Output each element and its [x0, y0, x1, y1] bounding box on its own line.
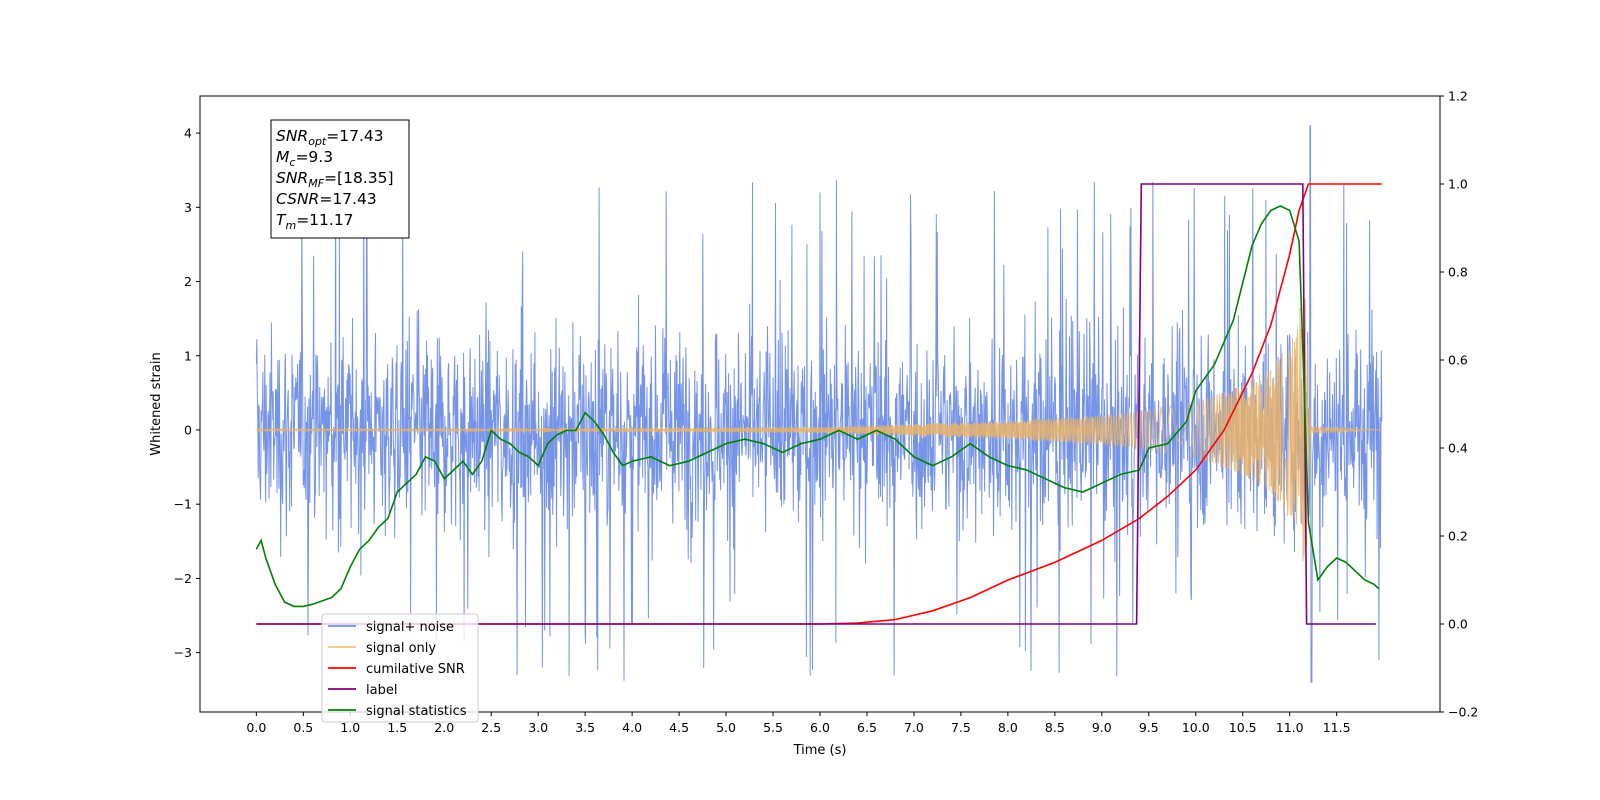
x-tick-label: 4.5 — [669, 720, 689, 735]
y2-tick-label: 0.0 — [1448, 617, 1468, 632]
series-2-line — [256, 183, 1382, 625]
x-tick-label: 4.0 — [622, 720, 642, 735]
annotation-box: SNRopt=17.43Mc=9.3SNRMF=[18.35]CSNR=17.4… — [270, 119, 410, 239]
x-tick-label: 5.0 — [716, 720, 736, 735]
annotation-line: SNRopt=17.43 — [276, 127, 384, 148]
legend-label: cumilative SNR — [366, 662, 465, 677]
legend-label: signal+ noise — [366, 620, 454, 635]
x-tick-label: 10.0 — [1182, 720, 1210, 735]
x-tick-label: 5.5 — [763, 720, 783, 735]
legend-label: label — [366, 683, 397, 698]
x-tick-label: 0.0 — [246, 720, 266, 735]
y2-tick-label: 0.6 — [1448, 353, 1468, 368]
x-tick-label: 8.0 — [998, 720, 1018, 735]
y-axis-label: Whitened strain — [149, 352, 164, 455]
series-0-line — [255, 125, 1383, 683]
y2-tick-label: 1.0 — [1448, 177, 1468, 192]
x-tick-label: 10.5 — [1229, 720, 1257, 735]
x-tick-label: 6.5 — [857, 720, 877, 735]
annotation-frame — [270, 119, 410, 239]
y2-tick-label: 0.2 — [1448, 529, 1468, 544]
legend-frame — [321, 613, 479, 723]
y2-tick-label: 1.2 — [1448, 89, 1468, 104]
legend: signal+ noise signal only cumilative SNR la… — [321, 613, 479, 723]
annotation-line: Tm=11.17 — [276, 211, 354, 232]
y-tick-label: 4 — [184, 126, 192, 141]
series-1-line — [256, 298, 1382, 562]
x-axis-label: Time (s) — [793, 743, 847, 758]
x-tick-label: 3.5 — [575, 720, 595, 735]
annotation-line: CSNR=17.43 — [276, 190, 377, 208]
y2-tick-label: −0.2 — [1448, 705, 1478, 720]
y-tick-label: 2 — [184, 274, 192, 289]
x-tick-label: 0.5 — [293, 720, 313, 735]
legend-label: signal statistics — [366, 704, 467, 719]
x-tick-label: 2.0 — [434, 720, 454, 735]
x-tick-label: 7.5 — [951, 720, 971, 735]
x-tick-label: 8.5 — [1045, 720, 1065, 735]
y2-tick-label: 0.8 — [1448, 265, 1468, 280]
y-tick-label: −1 — [174, 497, 192, 512]
x-tick-label: 7.0 — [904, 720, 924, 735]
x-tick-label: 9.5 — [1139, 720, 1159, 735]
x-tick-label: 1.0 — [340, 720, 360, 735]
series-layer — [255, 125, 1383, 683]
legend-label: signal only — [366, 641, 436, 656]
x-tick-label: 9.0 — [1092, 720, 1112, 735]
y-tick-label: 0 — [184, 422, 192, 437]
y2-tick-label: 0.4 — [1448, 441, 1468, 456]
x-tick-label: 11.0 — [1276, 720, 1304, 735]
annotation-line: Mc=9.3 — [276, 148, 333, 169]
x-tick-label: 3.0 — [528, 720, 548, 735]
series-3-line — [256, 183, 1377, 625]
y-tick-label: −3 — [174, 645, 192, 660]
y-tick-label: −2 — [174, 571, 192, 586]
x-tick-label: 2.5 — [481, 720, 501, 735]
annotation-line: SNRMF=[18.35] — [276, 169, 394, 190]
x-tick-label: 6.0 — [810, 720, 830, 735]
y-tick-label: 1 — [184, 348, 192, 363]
y-tick-label: 3 — [184, 200, 192, 215]
x-tick-label: 1.5 — [387, 720, 407, 735]
x-tick-label: 11.5 — [1323, 720, 1351, 735]
series-4-line — [255, 205, 1380, 608]
axes-layer: 0.0 0.5 1.0 1.5 2.0 2.5 3.0 3.5 4.0 4.5 5.0 5.5 6.0 6… — [174, 89, 1479, 736]
